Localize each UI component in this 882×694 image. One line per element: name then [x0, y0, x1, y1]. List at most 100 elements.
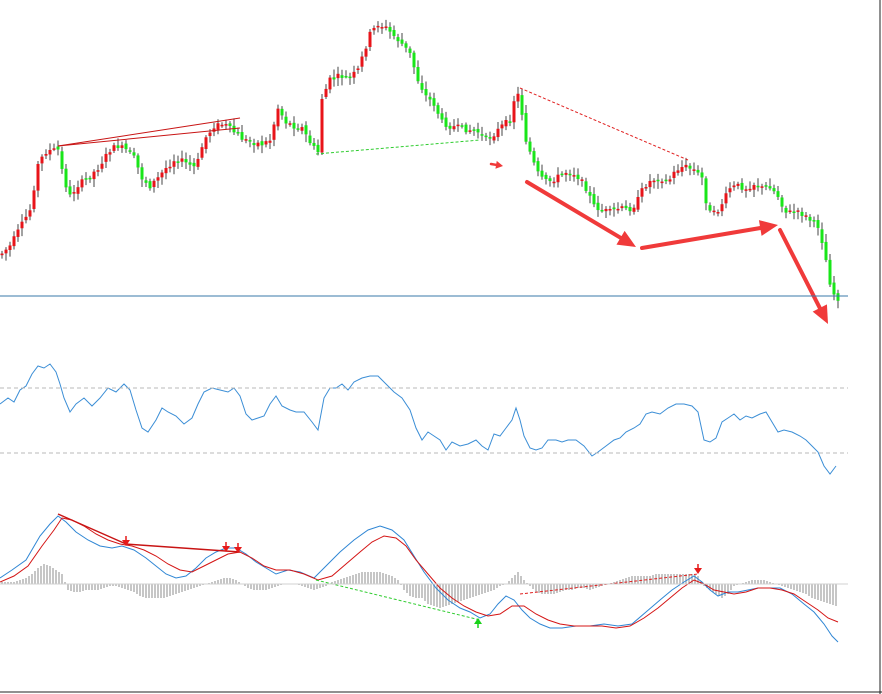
candle	[176, 155, 180, 169]
histogram-bar	[49, 566, 51, 584]
histogram-bar	[127, 584, 129, 590]
candle-body-up	[652, 180, 656, 183]
histogram-bar	[172, 584, 174, 595]
histogram-bar	[433, 584, 435, 606]
candle	[280, 106, 284, 120]
candle	[492, 132, 496, 144]
candle-body-down	[656, 179, 660, 182]
candle-body-up	[500, 124, 504, 129]
candle-body-down	[772, 188, 776, 192]
candle-body-down	[780, 197, 784, 207]
candle	[344, 70, 348, 79]
candle	[816, 214, 820, 236]
marker-head	[474, 618, 482, 624]
candle-body-up	[96, 170, 100, 172]
histogram-bar	[109, 584, 111, 586]
candle	[24, 209, 28, 224]
candle	[284, 111, 288, 129]
candle	[372, 25, 376, 35]
histogram-bar	[691, 574, 693, 584]
histogram-bar	[307, 584, 309, 588]
histogram-bar	[832, 584, 834, 605]
candle	[592, 187, 596, 208]
candle-body-up	[220, 124, 224, 127]
candle	[396, 33, 400, 48]
candle	[172, 154, 176, 175]
candle-body-up	[276, 108, 280, 127]
candle-body-down	[64, 168, 68, 188]
candle	[576, 168, 580, 186]
histogram-bar	[598, 584, 600, 587]
candle-body-down	[768, 186, 772, 189]
candle	[20, 214, 24, 237]
candle-body-up	[552, 181, 556, 184]
price-arrow	[778, 228, 828, 324]
candle	[292, 116, 296, 137]
candle-body-up	[376, 25, 380, 28]
candle	[412, 50, 416, 75]
histogram-bar	[568, 584, 570, 590]
histogram-bar	[649, 576, 651, 584]
oscillator-line	[0, 363, 837, 475]
candle-body-up	[640, 188, 644, 197]
candle	[332, 69, 336, 87]
price-arrow	[640, 220, 778, 250]
candle	[812, 216, 816, 228]
candle-body-up	[372, 27, 376, 31]
histogram-bar	[334, 581, 336, 584]
candle	[608, 205, 612, 216]
candle	[792, 203, 796, 220]
macd-fast-line	[0, 515, 839, 643]
candle	[716, 209, 720, 217]
candle-body-down	[144, 180, 148, 183]
histogram-bar	[16, 581, 18, 584]
candle-body-down	[688, 165, 692, 169]
histogram-bar	[439, 584, 441, 608]
histogram-bar	[574, 584, 576, 589]
histogram-bar	[355, 574, 357, 584]
candle	[240, 124, 244, 142]
histogram-bar	[514, 575, 516, 584]
candle	[632, 204, 636, 215]
histogram-bar	[1, 582, 3, 584]
histogram-bar	[592, 584, 594, 589]
candle-body-up	[644, 187, 648, 189]
candle-body-down	[332, 77, 336, 80]
histogram-bar	[124, 584, 126, 589]
candle-body-up	[504, 120, 508, 127]
candle	[752, 182, 756, 198]
histogram-bar	[151, 584, 153, 598]
candle	[272, 121, 276, 147]
marker-head	[234, 547, 242, 553]
histogram-bar	[274, 584, 276, 587]
candle	[356, 65, 360, 74]
candle-body-up	[668, 179, 672, 182]
candle-body-up	[288, 123, 292, 125]
histogram-bar	[709, 584, 711, 590]
candle-body-up	[268, 140, 272, 143]
macd-trendline-green-dashed	[315, 579, 481, 621]
histogram-bar	[766, 581, 768, 584]
candle-body-down	[408, 48, 412, 53]
candle-body-down	[436, 105, 440, 114]
histogram-bar	[31, 574, 33, 584]
candle	[436, 102, 440, 119]
histogram-bar	[169, 584, 171, 596]
candle-body-up	[724, 193, 728, 204]
candle-body-up	[24, 216, 28, 221]
up-arrow-marker-icon	[474, 618, 482, 628]
candle	[584, 177, 588, 194]
candle-body-up	[632, 207, 636, 212]
histogram-bar	[55, 570, 57, 584]
histogram-bar	[325, 584, 327, 586]
macd-trendline-red-solid	[125, 543, 241, 553]
histogram-bar	[217, 580, 219, 584]
candle-body-down	[116, 145, 120, 148]
candle	[448, 122, 452, 136]
candle-body-down	[628, 207, 632, 212]
candle	[748, 181, 752, 192]
histogram-bar	[466, 584, 468, 599]
histogram-bar	[619, 580, 621, 584]
histogram-bar	[562, 584, 564, 591]
